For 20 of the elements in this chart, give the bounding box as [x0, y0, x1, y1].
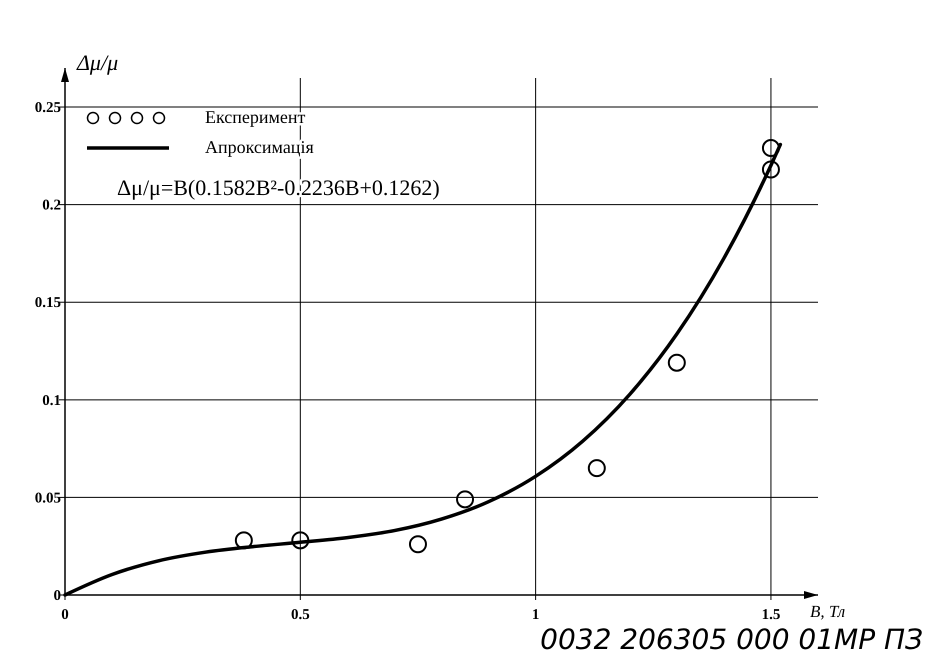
point [408, 535, 427, 554]
x-tick-label: 1.5 [762, 607, 780, 623]
point [762, 139, 780, 158]
x-axis-title: B, Тл [810, 602, 846, 621]
y-axis-title: Δμ/μ [76, 50, 118, 75]
point [668, 354, 686, 372]
x-tick-label: 0.5 [290, 607, 310, 623]
point [234, 531, 253, 550]
y-tick-label: 0.25 [34, 100, 61, 116]
point [291, 531, 310, 550]
y-tick-label: 0.05 [34, 490, 61, 506]
point [456, 490, 474, 508]
point [588, 459, 606, 478]
y-tick-label: 0.15 [34, 295, 61, 312]
x-tick-label: 1 [532, 607, 540, 623]
y-tick-label: 0 [54, 588, 61, 604]
y-tick-label: 0.2 [42, 198, 61, 214]
y-tick-label: 0.1 [42, 392, 61, 409]
text: 0032 206305 000 01МР ПЗ [540, 623, 924, 656]
point [762, 160, 780, 178]
